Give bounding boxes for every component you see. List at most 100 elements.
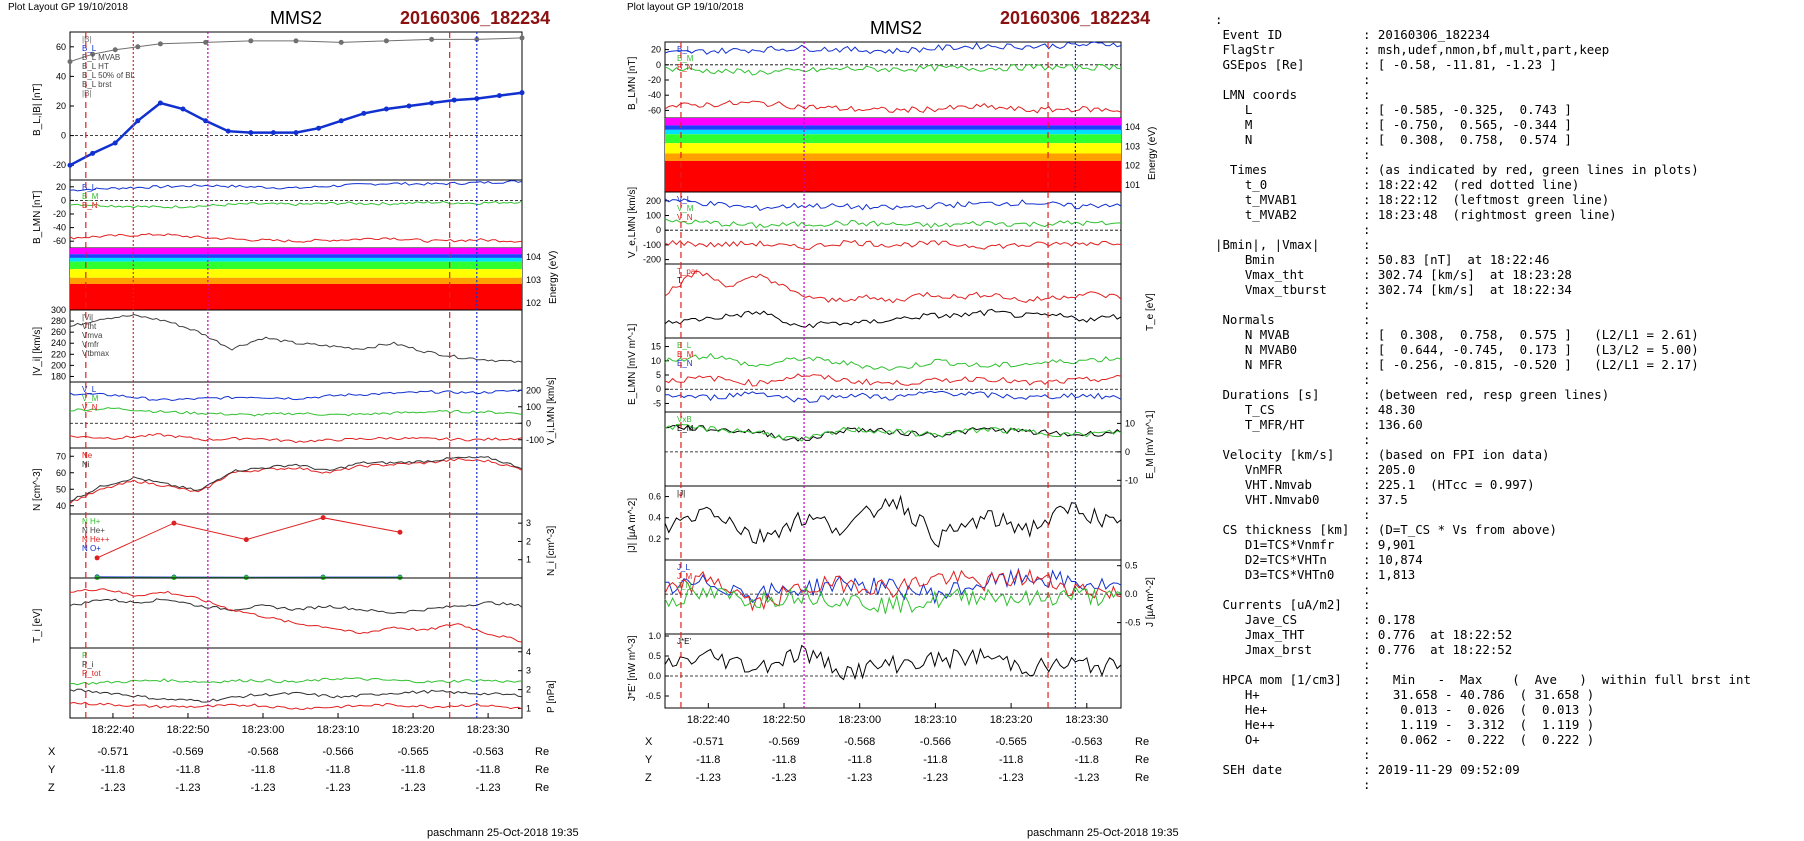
legend-entry: B_L xyxy=(82,183,97,192)
coord-value: -0.568 xyxy=(247,746,278,758)
legend-entry: V_M xyxy=(82,394,99,403)
coord-unit: Re xyxy=(535,764,549,776)
panel-frame xyxy=(69,647,523,719)
series-line-t-i-par xyxy=(69,588,523,643)
data-point xyxy=(180,106,186,112)
y-tick-label: 0 xyxy=(656,225,661,235)
summary-row: D1=TCS*Vnmfr: 9,901 xyxy=(1215,537,1800,552)
summary-row: Jmax_THT: 0.776 at 18:22:52 xyxy=(1215,627,1800,642)
summary-label: M xyxy=(1215,117,1253,132)
y-axis-label: Energy (eV) xyxy=(1147,127,1158,180)
event-summary: : Event ID: 20160306_182234 FlagStr: msh… xyxy=(1215,12,1800,832)
summary-value: : msh,udef,nmon,bf,mult,part,keep xyxy=(1363,42,1610,57)
panel-frame xyxy=(664,411,1122,487)
summary-value: : xyxy=(1363,582,1371,597)
heatmap-band xyxy=(665,143,1121,154)
summary-row: VnMFR: 205.0 xyxy=(1215,462,1800,477)
y-tick-label: 40 xyxy=(56,501,66,511)
middle-layout-header: Plot layout GP 19/10/2018 xyxy=(627,2,744,13)
data-point xyxy=(67,59,73,65)
heatmap-band xyxy=(70,248,522,255)
data-point xyxy=(519,35,525,41)
y-axis-label: |V_i| [km/s] xyxy=(32,327,43,376)
y-tick-label: 10 xyxy=(1125,418,1135,428)
heatmap-band xyxy=(70,283,522,310)
legend-entry: Vmva xyxy=(82,331,103,340)
summary-value: : [ 0.308, 0.758, 0.575 ] (L2/L1 = 2.61) xyxy=(1363,327,1699,342)
summary-value: : (as indicated by red, green lines in p… xyxy=(1363,162,1699,177)
data-point xyxy=(112,140,118,146)
summary-value: : 50.83 [nT] at 18:22:46 xyxy=(1363,252,1550,267)
series-line-j-m xyxy=(664,568,1122,612)
data-point xyxy=(361,110,367,116)
y-tick-label: 1 xyxy=(526,555,531,565)
coord-value: -1.23 xyxy=(100,782,125,794)
heatmap-band xyxy=(665,118,1121,126)
summary-row: VHT.Nmvab: 225.1 (HTcc = 0.997) xyxy=(1215,477,1800,492)
summary-value: : 1.119 - 3.312 ( 1.119 ) xyxy=(1363,717,1595,732)
series-line-b-n xyxy=(69,232,523,243)
summary-row: M: [ -0.750, 0.565, -0.344 ] xyxy=(1215,117,1800,132)
heatmap-band xyxy=(70,277,522,284)
series-line-b-m xyxy=(69,200,523,209)
summary-row: LMN coords: xyxy=(1215,87,1800,102)
summary-value: : xyxy=(1363,747,1371,762)
panel-left-5: 200 100 0 -100 V_i,LMN [km/s] V_LV_MV_N xyxy=(69,377,557,449)
y-tick-label: 1.0 xyxy=(648,631,661,641)
summary-row: D3=TCS*VHTn0: 1,813 xyxy=(1215,567,1800,582)
coord-value: -1.23 xyxy=(325,782,350,794)
summary-label: SEH date xyxy=(1215,762,1283,777)
summary-value: : xyxy=(1363,432,1371,447)
summary-row: N MVAB0: [ 0.644, -0.745, 0.173 ] (L3/L2… xyxy=(1215,342,1800,357)
panel-mid-2: 104 103 102 101 Energy (eV) xyxy=(664,117,1158,193)
summary-value: : xyxy=(1363,297,1371,312)
summary-label: CS thickness [km] xyxy=(1215,522,1350,537)
legend-entry: B_L brst xyxy=(82,80,112,89)
panel-left-8: T_i [eV] xyxy=(32,577,523,649)
legend-entry: B_M xyxy=(82,192,99,201)
y-axis-label: B_LMN [nT] xyxy=(627,56,638,110)
summary-row: N: [ 0.308, 0.758, 0.574 ] xyxy=(1215,132,1800,147)
summary-label: Currents [uA/m2] xyxy=(1215,597,1342,612)
coord-value: -11.8 xyxy=(696,754,720,766)
series-line-v-n xyxy=(69,433,523,444)
y-tick-label: 4 xyxy=(526,647,531,657)
series-line-p xyxy=(69,677,523,686)
summary-row: : xyxy=(1215,432,1800,447)
heatmap-band xyxy=(665,160,1121,192)
y-tick-label: 20 xyxy=(56,101,66,111)
panel-frame xyxy=(69,31,523,181)
summary-row: : xyxy=(1215,372,1800,387)
coord-value: -11.8 xyxy=(999,754,1023,766)
coord-label-y: Y xyxy=(48,764,56,776)
y-tick-label: -100 xyxy=(643,240,661,250)
summary-value: : 205.0 xyxy=(1363,462,1416,477)
coord-value: -11.8 xyxy=(251,764,275,776)
summary-label xyxy=(1215,507,1363,522)
coord-value: -0.563 xyxy=(1071,736,1102,748)
data-point xyxy=(397,529,403,535)
y-tick-label: -10 xyxy=(1125,475,1138,485)
summary-row: : xyxy=(1215,507,1800,522)
legend-entry: E_N xyxy=(677,359,693,368)
y-tick-label: 3 xyxy=(526,518,531,528)
panel-frame xyxy=(664,191,1122,265)
coord-unit: Re xyxy=(1135,736,1149,748)
data-point xyxy=(157,100,163,106)
y-tick-label: 280 xyxy=(51,316,66,326)
y-tick-label: -20 xyxy=(53,209,66,219)
y-axis-label: V_i,LMN [km/s] xyxy=(546,377,557,445)
summary-value: : 0.776 at 18:22:52 xyxy=(1363,627,1513,642)
summary-value: : 9,901 xyxy=(1363,537,1416,552)
coord-label-y: Y xyxy=(645,754,653,766)
y-tick-label: 260 xyxy=(51,327,66,337)
data-point xyxy=(270,130,276,136)
coord-value: -0.569 xyxy=(768,736,799,748)
summary-value: : 20160306_182234 xyxy=(1363,27,1490,42)
summary-label: Event ID xyxy=(1215,27,1283,42)
y-tick-label: 100 xyxy=(526,402,541,412)
panel-left-2: 20 0 -20 -40 -60 B_LMN [nT] B_LB_MB_N xyxy=(32,179,523,249)
summary-label: VHT.Nmvab xyxy=(1215,477,1312,492)
